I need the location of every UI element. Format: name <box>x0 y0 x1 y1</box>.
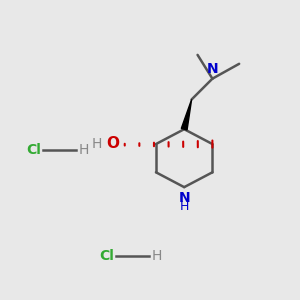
Text: H: H <box>92 137 102 151</box>
Text: H: H <box>152 248 162 262</box>
Text: N: N <box>207 62 218 76</box>
Polygon shape <box>181 100 192 130</box>
Text: Cl: Cl <box>100 248 114 262</box>
Text: H: H <box>79 143 89 157</box>
Text: Cl: Cl <box>27 143 41 157</box>
Text: H: H <box>179 200 189 213</box>
Text: N: N <box>178 191 190 206</box>
Text: O: O <box>106 136 119 151</box>
